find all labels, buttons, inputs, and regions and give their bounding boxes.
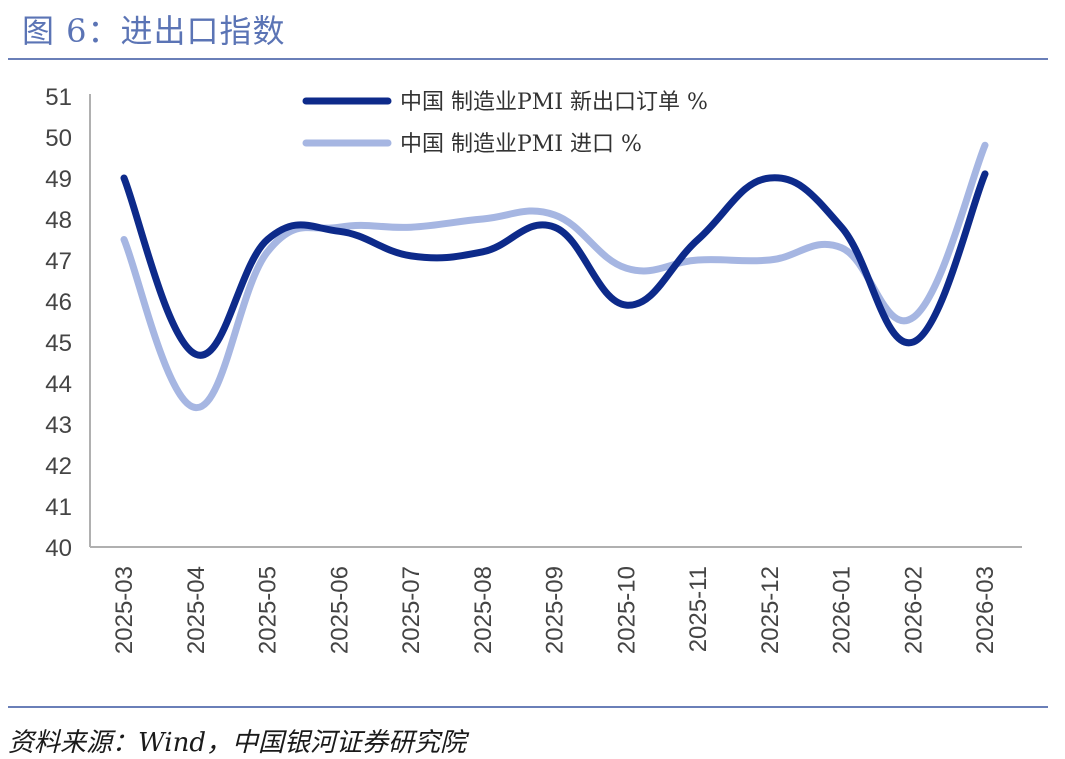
- x-tick-label: 2026-01: [829, 566, 856, 654]
- y-tick-label: 49: [45, 166, 72, 193]
- y-tick-label: 47: [45, 248, 72, 275]
- x-tick-label: 2025-11: [685, 566, 712, 652]
- x-tick-label: 2025-08: [470, 566, 497, 654]
- y-tick-label: 45: [45, 330, 72, 357]
- figure-title: 图 6：进出口指数: [22, 12, 286, 50]
- x-tick-label: 2025-10: [613, 566, 640, 654]
- y-tick-label: 46: [45, 289, 72, 316]
- y-tick-label: 40: [45, 535, 72, 562]
- chart-legend: 中国 制造业PMI 新出口订单 % 中国 制造业PMI 进口 %: [302, 90, 708, 157]
- x-tick-label: 2026-03: [972, 566, 999, 654]
- x-axis-ticks: 2025-03 2025-04 2025-05 2025-06 2025-07 2025-…: [111, 566, 999, 654]
- source-note: 资料来源：Wind，中国银河证券研究院: [8, 728, 466, 758]
- y-tick-label: 44: [45, 371, 72, 398]
- y-tick-label: 43: [45, 412, 72, 439]
- y-tick-label: 50: [45, 125, 72, 152]
- legend-label-new-export-orders: 中国 制造业PMI 新出口订单 %: [400, 90, 708, 115]
- y-tick-label: 42: [45, 453, 72, 480]
- x-tick-label: 2025-06: [326, 566, 353, 654]
- y-tick-label: 48: [45, 207, 72, 234]
- series-line-new-export-orders: [120, 170, 989, 359]
- series-line-imports: [120, 141, 989, 412]
- x-tick-label: 2025-05: [255, 566, 282, 654]
- x-tick-label: 2025-04: [183, 566, 210, 654]
- x-tick-label: 2025-12: [757, 566, 784, 654]
- y-tick-label: 41: [45, 494, 72, 521]
- bottom-divider: [8, 706, 1048, 708]
- series-layer: [120, 141, 989, 412]
- x-tick-label: 2025-07: [398, 566, 425, 654]
- y-tick-label: 51: [45, 84, 72, 111]
- chart-axes: [89, 94, 1022, 548]
- x-tick-label: 2025-03: [111, 566, 138, 654]
- y-axis-ticks: 40 41 42 43 44 45 46 47 48 49 50 51: [45, 84, 72, 562]
- x-tick-label: 2025-09: [542, 566, 569, 654]
- top-divider: [8, 58, 1048, 60]
- legend-label-imports: 中国 制造业PMI 进口 %: [400, 132, 642, 157]
- x-tick-label: 2026-02: [900, 566, 927, 654]
